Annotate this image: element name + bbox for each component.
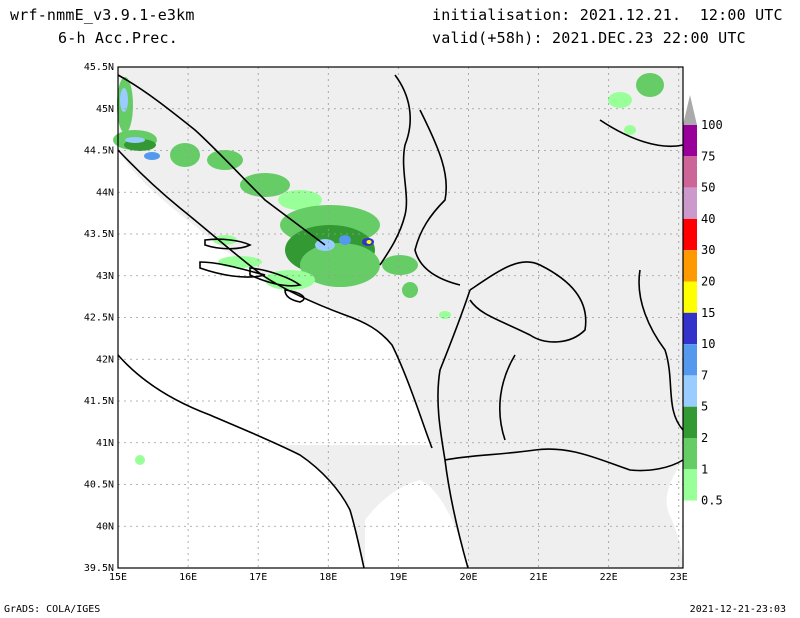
- lon-tick-label: 21E: [530, 572, 548, 583]
- colorbar-level-label: 5: [701, 400, 708, 414]
- colorbar-level-label: 30: [701, 243, 715, 257]
- colorbar-level-label: 100: [701, 118, 723, 132]
- colorbar-top-triangle: [683, 95, 697, 125]
- colorbar-level-label: 40: [701, 212, 715, 226]
- lon-tick-label: 18E: [319, 572, 337, 583]
- lon-tick-label: 19E: [389, 572, 407, 583]
- ionian-sea-east: [365, 480, 470, 568]
- colorbar-legend: 0.5 1 2 5 7 10 15 20 30 40 50 75 100: [683, 95, 723, 531]
- ionian-sea: [118, 355, 365, 568]
- colorbar-level-label: 50: [701, 181, 715, 195]
- map-frame: [117, 66, 684, 569]
- adriatic-sea: [118, 150, 432, 445]
- lat-tick-label: 45N: [96, 104, 114, 115]
- longitude-axis: 15E 16E 17E 18E 19E 20E 21E 22E 23E: [109, 572, 688, 583]
- colorbar-segment: [683, 125, 697, 157]
- lat-tick-label: 45.5N: [84, 62, 114, 73]
- lon-tick-label: 20E: [459, 572, 477, 583]
- colorbar-segment: [683, 312, 697, 345]
- colorbar-level-label: 2: [701, 431, 708, 445]
- colorbar-level-label: 0.5: [701, 494, 723, 508]
- lat-tick-label: 41N: [96, 438, 114, 449]
- product-title: 6-h Acc.Prec.: [58, 29, 178, 47]
- colorbar-segment: [683, 344, 697, 376]
- colorbar-level-label: 20: [701, 275, 715, 289]
- latitude-axis: 45.5N 45N 44.5N 44N 43.5N 43N 42.5N 42N 41.5N 41N…: [84, 62, 114, 574]
- lat-tick-label: 44.5N: [84, 146, 114, 157]
- colorbar-segment: [683, 406, 697, 438]
- lon-tick-label: 15E: [109, 572, 127, 583]
- lat-lon-grid: [118, 67, 683, 568]
- colorbar-level-label: 75: [701, 149, 715, 163]
- coastlines-borders: [117, 74, 684, 569]
- render-timestamp: 2021-12-21-23:03: [689, 604, 786, 615]
- lon-tick-label: 17E: [249, 572, 267, 583]
- lat-tick-label: 40.5N: [84, 480, 114, 491]
- colorbar-segment: [683, 218, 697, 251]
- colorbar-bottom-triangle: [683, 500, 697, 531]
- colorbar-segment: [683, 438, 697, 470]
- grads-credit: GrADS: COLA/IGES: [4, 604, 101, 615]
- lon-tick-label: 22E: [600, 572, 618, 583]
- initialisation-time: initialisation: 2021.12.21. 12:00 UTC: [432, 6, 783, 24]
- lat-tick-label: 42N: [96, 354, 114, 365]
- model-title: wrf-nmmE_v3.9.1-e3km: [10, 6, 195, 24]
- lat-tick-label: 44N: [96, 187, 114, 198]
- colorbar-level-label: 1: [701, 462, 708, 476]
- valid-time: valid(+58h): 2021.DEC.23 22:00 UTC: [432, 29, 746, 47]
- colorbar-level-label: 10: [701, 337, 715, 351]
- colorbar-segment: [683, 250, 697, 282]
- lat-tick-label: 43.5N: [84, 229, 114, 240]
- colorbar-segment: [683, 281, 697, 313]
- colorbar-level-label: 7: [701, 368, 708, 382]
- colorbar-level-label: 15: [701, 306, 715, 320]
- colorbar-segment: [683, 156, 697, 188]
- colorbar-segment: [683, 469, 697, 501]
- colorbar-segment: [683, 187, 697, 219]
- lat-tick-label: 42.5N: [84, 313, 114, 324]
- lat-tick-label: 43N: [96, 271, 114, 282]
- lat-tick-label: 41.5N: [84, 396, 114, 407]
- lat-tick-label: 39.5N: [84, 563, 114, 574]
- colorbar-segment: [683, 375, 697, 407]
- lat-tick-label: 40N: [96, 521, 114, 532]
- lon-tick-label: 16E: [179, 572, 197, 583]
- lon-tick-label: 23E: [670, 572, 688, 583]
